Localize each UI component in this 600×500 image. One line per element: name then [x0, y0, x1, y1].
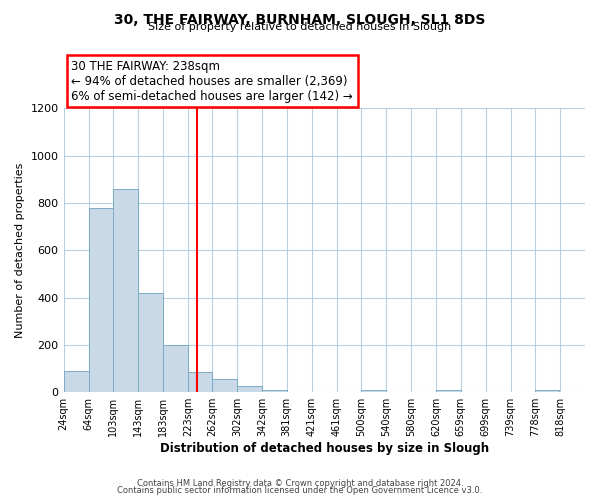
Bar: [535, 390, 559, 392]
Bar: [163, 345, 188, 392]
Bar: [212, 379, 238, 392]
Text: Contains public sector information licensed under the Open Government Licence v3: Contains public sector information licen…: [118, 486, 482, 495]
Bar: [64, 371, 89, 392]
Bar: [188, 372, 212, 392]
Bar: [138, 293, 163, 392]
Bar: [436, 390, 461, 392]
Bar: [113, 188, 138, 392]
Text: Size of property relative to detached houses in Slough: Size of property relative to detached ho…: [148, 22, 452, 32]
Bar: [262, 390, 287, 392]
Text: 30, THE FAIRWAY, BURNHAM, SLOUGH, SL1 8DS: 30, THE FAIRWAY, BURNHAM, SLOUGH, SL1 8D…: [115, 12, 485, 26]
X-axis label: Distribution of detached houses by size in Slough: Distribution of detached houses by size …: [160, 442, 489, 455]
Bar: [361, 390, 386, 392]
Bar: [89, 208, 113, 392]
Y-axis label: Number of detached properties: Number of detached properties: [15, 162, 25, 338]
Text: Contains HM Land Registry data © Crown copyright and database right 2024.: Contains HM Land Registry data © Crown c…: [137, 478, 463, 488]
Bar: [238, 386, 262, 392]
Text: 30 THE FAIRWAY: 238sqm
← 94% of detached houses are smaller (2,369)
6% of semi-d: 30 THE FAIRWAY: 238sqm ← 94% of detached…: [71, 60, 353, 102]
